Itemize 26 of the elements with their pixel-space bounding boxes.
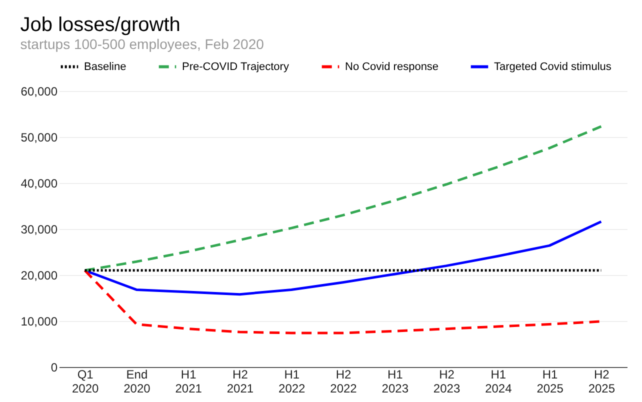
- legend-label: Targeted Covid stimulus: [494, 60, 612, 73]
- x-tick-label: H1 2024: [485, 368, 512, 396]
- y-tick-label: 20,000: [20, 268, 58, 282]
- x-tick-label: H1 2021: [175, 368, 202, 396]
- y-tick-label: 60,000: [20, 84, 58, 98]
- x-tick-label: H2 2025: [588, 368, 616, 396]
- y-tick-label: 30,000: [20, 222, 58, 236]
- legend-label: Pre-COVID Trajectory: [182, 60, 290, 73]
- legend-label: No Covid response: [345, 60, 439, 73]
- chart-title: Job losses/growth: [20, 14, 180, 36]
- x-tick-label: H1 2025: [536, 368, 564, 396]
- y-tick-label: 0: [50, 360, 58, 374]
- x-tick-label: H1 2022: [278, 368, 306, 396]
- legend-label: Baseline: [84, 60, 126, 73]
- x-tick-label: H2 2023: [433, 368, 460, 396]
- x-tick-label: H2 2022: [330, 368, 358, 396]
- x-tick-label: Q1 2020: [72, 368, 99, 396]
- chart-subtitle: startups 100-500 employees, Feb 2020: [20, 36, 264, 52]
- y-tick-label: 40,000: [20, 176, 58, 190]
- y-tick-label: 50,000: [20, 130, 58, 144]
- x-tick-label: End 2020: [124, 368, 151, 396]
- x-tick-label: H1 2023: [382, 368, 409, 396]
- line-series: [84, 125, 602, 272]
- x-tick-label: H2 2021: [226, 368, 254, 396]
- y-tick-label: 10,000: [20, 314, 58, 328]
- line-series: [84, 269, 602, 334]
